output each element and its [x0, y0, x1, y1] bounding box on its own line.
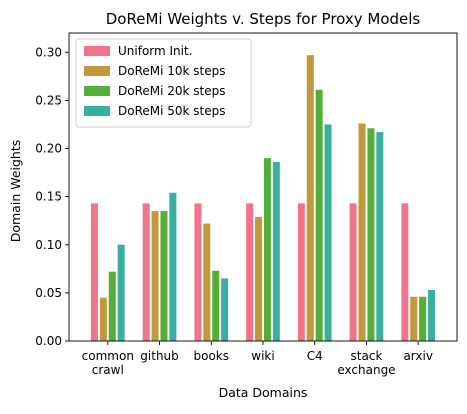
- bar-2-0: [108, 271, 116, 341]
- bar-3-2: [221, 278, 229, 341]
- bar-0-3: [246, 203, 254, 341]
- y-tick-label: 0.05: [35, 286, 62, 300]
- legend-label: DoReMi 20k steps: [118, 84, 226, 98]
- legend-swatch: [84, 106, 110, 116]
- legend-swatch: [84, 86, 110, 96]
- bar-1-0: [99, 297, 107, 341]
- bar-0-5: [349, 203, 357, 341]
- chart-title: DoReMi Weights v. Steps for Proxy Models: [106, 10, 421, 28]
- x-tick-label: wiki: [251, 349, 274, 363]
- legend-label: DoReMi 50k steps: [118, 104, 226, 118]
- bar-1-4: [306, 55, 314, 341]
- legend-label: Uniform Init.: [118, 44, 193, 58]
- bar-3-0: [117, 244, 125, 341]
- legend-box: [75, 38, 252, 128]
- bar-0-1: [142, 203, 150, 341]
- bar-1-6: [410, 296, 418, 341]
- bar-3-5: [376, 132, 384, 341]
- x-tick-label: arxiv: [403, 349, 433, 363]
- y-tick-label: 0.00: [35, 334, 62, 348]
- bar-3-6: [428, 289, 436, 341]
- y-axis-label: Domain Weights: [8, 140, 23, 243]
- x-axis-label: Data Domains: [219, 385, 308, 400]
- bar-2-5: [367, 128, 375, 341]
- legend-swatch: [84, 66, 110, 76]
- bar-1-3: [255, 216, 263, 341]
- bar-1-2: [203, 223, 211, 341]
- bar-3-3: [272, 161, 280, 341]
- legend-swatch: [84, 46, 110, 56]
- bar-2-6: [419, 296, 427, 341]
- bar-2-2: [212, 270, 220, 341]
- bar-3-4: [324, 124, 332, 341]
- x-tick-label: github: [140, 349, 178, 363]
- x-tick-label: stack: [351, 349, 383, 363]
- bar-2-4: [315, 89, 323, 341]
- bar-0-2: [194, 203, 202, 341]
- bar-2-3: [263, 158, 271, 342]
- x-tick-label: C4: [307, 349, 323, 363]
- y-tick-label: 0.20: [35, 142, 62, 156]
- bar-0-6: [401, 203, 409, 341]
- bar-0-4: [297, 203, 305, 341]
- bar-1-5: [358, 123, 366, 341]
- y-tick-label: 0.15: [35, 190, 62, 204]
- bar-0-0: [90, 203, 98, 341]
- x-tick-label: exchange: [337, 363, 395, 377]
- y-tick-label: 0.30: [35, 45, 62, 59]
- y-tick-label: 0.25: [35, 93, 62, 107]
- y-tick-label: 0.10: [35, 238, 62, 252]
- x-tick-label: common: [82, 349, 134, 363]
- bar-1-1: [151, 211, 159, 341]
- bar-2-1: [160, 211, 168, 341]
- x-tick-label: crawl: [92, 363, 124, 377]
- bar-3-1: [169, 192, 177, 341]
- x-tick-label: books: [194, 349, 230, 363]
- legend-label: DoReMi 10k steps: [118, 64, 226, 78]
